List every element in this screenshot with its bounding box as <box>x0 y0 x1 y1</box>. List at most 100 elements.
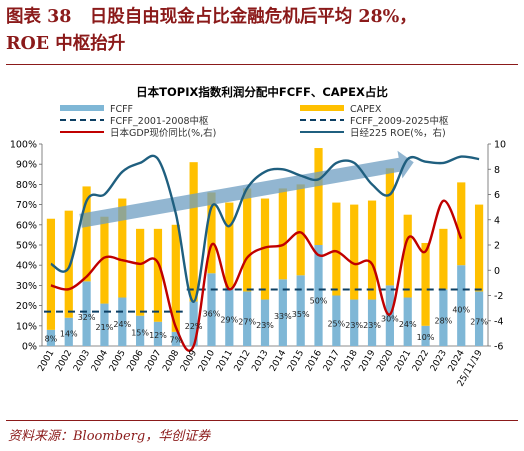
data-label-fcff: 22% <box>185 322 203 331</box>
y-right-tick-label: -4 <box>494 316 503 327</box>
legend-label: 日本GDP现价同比(%,右) <box>110 127 216 139</box>
gdp-line <box>50 199 463 352</box>
y-left-tick-label: 50% <box>16 241 37 252</box>
legend-swatch <box>60 105 104 111</box>
data-label-fcff: 10% <box>417 333 435 342</box>
x-tick-label: 2023 <box>429 349 449 374</box>
bar-capex <box>296 184 305 276</box>
bar-capex <box>421 242 430 326</box>
data-label-fcff: 23% <box>256 321 274 330</box>
data-label-fcff: 12% <box>149 331 167 340</box>
x-tick-label: 2008 <box>161 348 181 373</box>
figure-number: 图表 38 <box>6 7 72 27</box>
y-left-tick-label: 40% <box>16 261 37 272</box>
x-tick-label: 2005 <box>108 349 128 374</box>
y-right-tick-label: 2 <box>494 241 500 252</box>
bar-capex <box>64 210 73 318</box>
source-note: 资料来源：Bloomberg，华创证券 <box>8 429 211 444</box>
y-left-tick-label: 0% <box>22 342 37 353</box>
x-tick-label: 2001 <box>36 349 56 374</box>
x-tick-label: 2013 <box>250 349 270 374</box>
data-label-fcff: 14% <box>60 329 78 338</box>
bar-capex <box>439 228 448 290</box>
bar-capex <box>474 204 484 292</box>
bar-fcff <box>100 303 109 346</box>
bar-capex <box>314 148 323 245</box>
x-tick-label: 2003 <box>72 349 92 374</box>
legend-label: FCFF_2001-2008中枢 <box>110 115 209 127</box>
chart-title: 日本TOPIX指数利润分配中FCFF、CAPEX占比 <box>136 85 388 99</box>
bar-fcff <box>332 295 341 346</box>
data-label-fcff: 15% <box>131 328 149 337</box>
x-tick-label: 2009 <box>179 348 199 373</box>
x-tick-label: 2012 <box>233 349 253 374</box>
bar-capex <box>403 214 412 298</box>
bar-capex <box>171 224 180 332</box>
x-tick-label: 2002 <box>54 349 74 374</box>
figure-title-line2: ROE 中枢抬升 <box>6 34 126 54</box>
bar-capex <box>332 202 341 296</box>
legend-swatch <box>300 105 344 111</box>
y-right-tick-label: 10 <box>494 140 506 151</box>
data-label-fcff: 33% <box>274 312 292 321</box>
bar-capex <box>385 168 394 286</box>
x-tick-label: 2018 <box>340 348 360 373</box>
y-left-tick-label: 80% <box>16 180 37 191</box>
data-label-fcff: 7% <box>169 336 182 345</box>
data-label-fcff: 50% <box>310 297 328 306</box>
bar-fcff <box>136 315 145 346</box>
x-tick-label: 2006 <box>126 348 146 373</box>
bar-capex <box>82 186 91 282</box>
data-label-fcff: 29% <box>220 316 238 325</box>
bar-fcff <box>207 273 216 346</box>
bar-fcff <box>421 325 430 346</box>
data-label-fcff: 23% <box>363 321 381 330</box>
legend-label: CAPEX <box>350 104 382 115</box>
x-tick-label: 2011 <box>215 349 235 374</box>
legend-label: 日经225 ROE(%，右) <box>350 127 446 139</box>
bar-capex <box>243 188 252 292</box>
y-right-tick-label: -2 <box>494 291 503 302</box>
bar-capex <box>100 216 109 304</box>
bar-fcff <box>296 275 305 346</box>
figure-title-line1: 日股自由现金占比金融危机后平均 28%， <box>89 7 417 27</box>
bar-capex <box>225 202 234 288</box>
x-tick-label: 2010 <box>197 348 217 373</box>
bar-fcff <box>260 299 270 346</box>
data-label-fcff: 36% <box>203 309 221 318</box>
bar-capex <box>278 188 287 280</box>
data-label-fcff: 25% <box>327 319 345 328</box>
x-tick-label: 2022 <box>411 349 431 374</box>
figure-title: 图表 38 日股自由现金占比金融危机后平均 28%， ROE 中枢抬升 <box>6 4 518 58</box>
y-right-tick-label: 8 <box>494 165 500 176</box>
data-label-fcff: 28% <box>435 317 453 326</box>
bar-capex <box>153 228 163 322</box>
data-label-fcff: 35% <box>292 310 310 319</box>
bar-capex <box>46 218 56 330</box>
y-left-tick-label: 60% <box>16 220 37 231</box>
x-tick-label: 2020 <box>375 348 395 373</box>
x-tick-label: 2007 <box>143 349 163 374</box>
bar-capex <box>260 198 270 300</box>
bar-fcff <box>314 245 323 346</box>
bar-fcff <box>278 279 287 346</box>
y-right-tick-label: 0 <box>494 266 500 277</box>
y-left-tick-label: 100% <box>10 140 37 151</box>
y-left-tick-label: 70% <box>16 200 37 211</box>
bar-fcff <box>439 289 448 346</box>
bar-fcff <box>153 321 163 346</box>
bar-capex <box>350 204 359 300</box>
bar-fcff <box>403 297 412 346</box>
data-label-fcff: 27% <box>470 317 488 326</box>
x-tick-label: 2015 <box>286 349 306 374</box>
bar-fcff <box>82 281 91 346</box>
data-label-fcff: 24% <box>113 320 131 329</box>
bar-fcff <box>118 297 127 346</box>
data-label-fcff: 40% <box>452 306 470 315</box>
data-label-fcff: 30% <box>381 315 399 324</box>
y-right-tick-label: 6 <box>494 190 500 201</box>
roe-line <box>50 154 480 304</box>
y-left-tick-label: 30% <box>16 281 37 292</box>
bar-fcff <box>474 291 484 346</box>
